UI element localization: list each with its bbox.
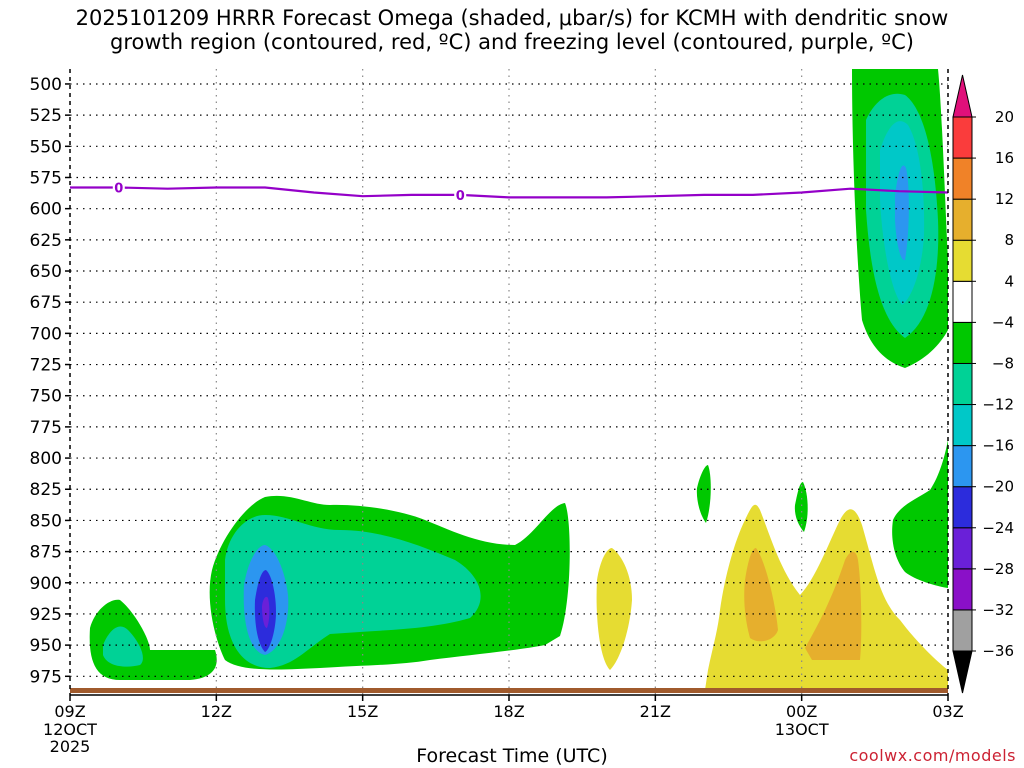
colorbar-band xyxy=(952,609,973,652)
y-tick-label: 675 xyxy=(30,293,62,313)
colorbar-label: −12 xyxy=(982,396,1014,414)
y-tick-label: 625 xyxy=(30,231,62,251)
colorbar-label: 8 xyxy=(1004,231,1014,249)
y-axis-ticks: 500 525 550 575 600 625 650 675 700 725 750 775 800 8… xyxy=(30,75,70,687)
colorbar-label: −32 xyxy=(982,601,1014,619)
colorbar-label: 16 xyxy=(995,149,1014,167)
omega-region-minus12-main xyxy=(225,515,481,668)
y-tick-label: 875 xyxy=(30,543,62,563)
y-tick-label: 925 xyxy=(30,605,62,625)
freezing-level-label: 0 xyxy=(456,189,465,204)
x-axis-label: Forecast Time (UTC) xyxy=(416,745,608,767)
y-tick-label: 900 xyxy=(30,574,62,594)
y-tick-label: 750 xyxy=(30,387,62,407)
freezing-level-label-bg xyxy=(112,179,125,196)
colorbar-label: −4 xyxy=(992,313,1014,331)
omega-region-minus8-d xyxy=(892,440,948,588)
omega-shading xyxy=(89,69,948,690)
y-tick-label: 575 xyxy=(30,168,62,188)
x-date-label: 13OCT xyxy=(775,720,829,739)
y-tick-label: 825 xyxy=(30,480,62,500)
colorbar-label: −28 xyxy=(982,560,1014,578)
colorbar-label: −8 xyxy=(992,354,1014,372)
colorbar-band xyxy=(952,280,973,323)
x-tick-label: 15Z xyxy=(347,702,378,721)
omega-region-plus8-b xyxy=(805,551,862,660)
colorbar-label: 20 xyxy=(995,108,1014,126)
y-tick-label: 700 xyxy=(30,324,62,344)
x-tick-label: 00Z xyxy=(786,702,817,721)
x-tick-label: 03Z xyxy=(932,702,963,721)
y-tick-label: 550 xyxy=(30,137,62,157)
x-tick-label: 09Z xyxy=(54,702,85,721)
colorbar-label: −20 xyxy=(982,478,1014,496)
chart-title: 2025101209 HRRR Forecast Omega (shaded, … xyxy=(75,6,949,54)
y-tick-label: 800 xyxy=(30,449,62,469)
omega-region-minus20-upper xyxy=(895,165,909,261)
colorbar-band xyxy=(952,198,973,241)
x-date-label: 12OCT xyxy=(43,720,97,739)
colorbar-bottom-arrow xyxy=(952,650,973,694)
colorbar-band xyxy=(952,486,973,529)
colorbar-label: −24 xyxy=(982,519,1014,537)
colorbar-band xyxy=(952,527,973,570)
colorbar-label: −16 xyxy=(982,437,1014,455)
omega-region-minus8-c xyxy=(794,482,808,532)
x-tick-label: 21Z xyxy=(640,702,671,721)
y-tick-label: 725 xyxy=(30,356,62,376)
y-tick-label: 850 xyxy=(30,511,62,531)
freezing-level-label: 0 xyxy=(114,181,123,196)
colorbar-label: 12 xyxy=(995,190,1014,208)
colorbar-band xyxy=(952,157,973,200)
y-tick-label: 650 xyxy=(30,262,62,282)
colorbar-band xyxy=(952,362,973,406)
omega-region-plus4-a xyxy=(596,548,632,670)
omega-region-minus12-a xyxy=(103,626,143,667)
colorbar-label: −36 xyxy=(982,642,1014,660)
x-date-label: 2025 xyxy=(50,737,91,756)
colorbar-band xyxy=(952,116,973,159)
omega-region-minus8-b xyxy=(696,465,711,523)
colorbar-band xyxy=(952,404,973,447)
y-tick-label: 500 xyxy=(30,75,62,95)
y-tick-label: 950 xyxy=(30,636,62,656)
x-tick-label: 18Z xyxy=(493,702,524,721)
surface-ground xyxy=(70,688,948,693)
x-tick-label: 12Z xyxy=(201,702,232,721)
y-tick-label: 600 xyxy=(30,200,62,220)
freezing-level-line xyxy=(70,186,949,199)
colorbar-band xyxy=(952,445,973,488)
credit-text: coolwx.com/models xyxy=(849,746,1016,765)
omega-region-plus8-a xyxy=(744,548,778,642)
y-tick-label: 525 xyxy=(30,106,62,126)
y-tick-label: 975 xyxy=(30,667,62,687)
colorbar-label: 4 xyxy=(1004,272,1014,290)
omega-region-minus24-core xyxy=(262,596,270,628)
colorbar-band xyxy=(952,321,973,364)
colorbar: −36 −32 −28 −24 −20 −16 −12 −8 −4 4 8 12 16 20 xyxy=(952,74,1014,694)
freezing-level-label-bg xyxy=(454,186,467,203)
colorbar-band xyxy=(952,239,973,282)
y-tick-label: 775 xyxy=(30,418,62,438)
colorbar-top-arrow xyxy=(952,74,973,118)
grid-lines xyxy=(70,69,948,695)
colorbar-band xyxy=(952,568,973,611)
